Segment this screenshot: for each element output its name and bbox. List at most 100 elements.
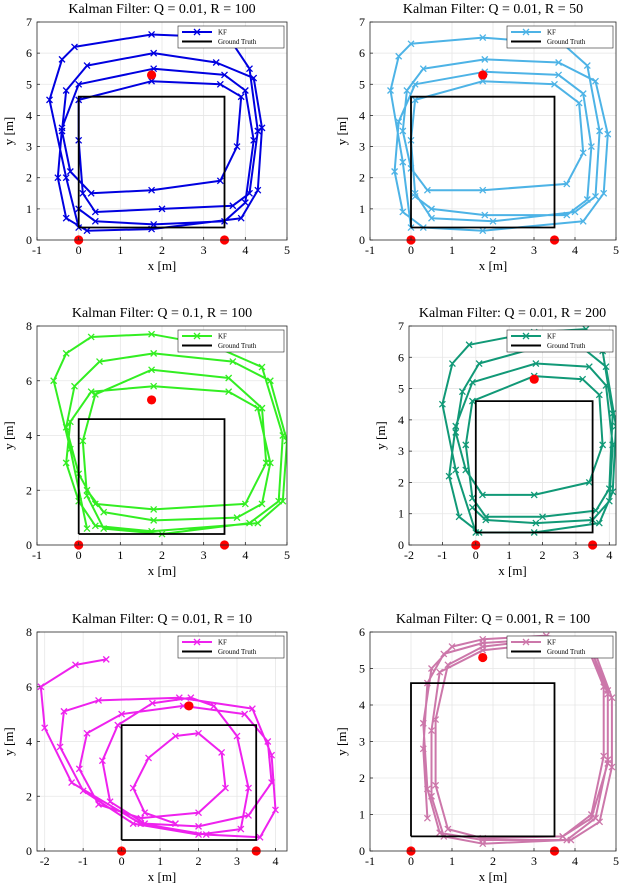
kf-point [79, 787, 87, 795]
kf-point [229, 202, 237, 210]
kf-point [489, 217, 497, 225]
kf-point [268, 779, 276, 787]
x-tick-label: 1 [449, 243, 455, 257]
y-tick-label: 0 [359, 844, 365, 858]
kf-point [114, 721, 122, 729]
kf-point [91, 500, 99, 508]
y-tick-label: 3 [359, 735, 365, 749]
kf-point [233, 143, 241, 151]
y-axis-label: y [m] [1, 727, 16, 756]
kf-point [148, 366, 156, 374]
kf-point [475, 360, 483, 368]
x-tick-label: -2 [40, 854, 50, 868]
kf-point [202, 831, 210, 839]
y-tick-label: 2 [26, 789, 32, 803]
kf-point [595, 391, 603, 399]
y-tick-label: 0 [26, 538, 32, 552]
kf-point [241, 710, 249, 718]
x-tick-label: 5 [284, 243, 290, 257]
x-tick-label: 5 [613, 854, 619, 868]
kf-point [455, 513, 463, 521]
x-tick-label: 3 [531, 243, 537, 257]
kf-point [150, 349, 158, 357]
landmark-point [184, 701, 194, 711]
legend-gt-label: Ground Truth [547, 648, 586, 656]
kf-point [599, 441, 607, 449]
x-tick-label: 2 [196, 854, 202, 868]
kf-point [225, 388, 233, 396]
kf-point [118, 710, 126, 718]
kf-point [575, 99, 583, 107]
kf-point [428, 727, 435, 735]
x-tick-label: 4 [572, 854, 578, 868]
kf-point [596, 818, 604, 826]
kf-point [423, 785, 431, 793]
kf-point [148, 330, 156, 338]
legend-gt-label: Ground Truth [547, 342, 586, 350]
x-tick-label: 2 [540, 548, 546, 562]
kf-point [478, 491, 486, 499]
kf-point [246, 189, 253, 197]
kf-point [241, 87, 249, 94]
legend-gt-label: Ground Truth [218, 648, 257, 656]
chart-title: Kalman Filter: Q = 0.001, R = 100 [396, 612, 590, 627]
kf-point [102, 655, 110, 663]
kf-point [468, 503, 476, 511]
kf-point [83, 492, 91, 500]
kf-point [448, 360, 456, 368]
kf-point [458, 388, 466, 396]
kf-point [479, 34, 487, 42]
kf-point [221, 71, 228, 79]
kf-point [462, 466, 470, 474]
kf-point [83, 227, 91, 235]
kf-point [75, 224, 83, 232]
kf-point [229, 358, 237, 366]
kf-point [212, 59, 220, 66]
legend-kf-label: KF [547, 639, 556, 647]
x-axis-label: x [m] [148, 563, 177, 578]
legend-kf-label: KF [218, 29, 227, 37]
y-tick-label: 7 [26, 15, 32, 29]
kf-point [583, 62, 591, 70]
kf-point [587, 143, 595, 151]
kf-point [563, 180, 571, 188]
kf-point [87, 189, 95, 197]
y-tick-label: 4 [398, 413, 404, 427]
y-tick-label: 2 [26, 171, 32, 185]
landmark-point [146, 395, 157, 405]
kf-point [50, 377, 58, 385]
y-tick-label: 5 [359, 662, 365, 676]
kf-point [148, 77, 156, 85]
ground-truth-line [410, 95, 556, 229]
kf-point [532, 360, 540, 368]
y-axis-label: y [m] [334, 727, 349, 756]
kf-point [72, 661, 79, 669]
y-axis-label: y [m] [1, 421, 16, 450]
kf-series-line [39, 658, 277, 839]
kf-point [62, 174, 70, 182]
kf-point [428, 214, 435, 222]
landmark-point [529, 374, 539, 384]
kf-point [254, 404, 262, 412]
y-tick-label: 1 [26, 202, 32, 216]
kf-point [481, 55, 489, 63]
kf-point [585, 363, 593, 371]
data-layer [37, 655, 279, 841]
kf-point [150, 516, 158, 524]
kf-point [604, 690, 612, 698]
kf-point [440, 650, 448, 658]
legend-kf-marker [193, 638, 201, 646]
kf-point [141, 809, 149, 817]
kf-point [609, 410, 616, 418]
x-axis-label: x [m] [479, 869, 508, 884]
x-tick-label: 4 [606, 548, 612, 562]
kf-point [579, 90, 587, 98]
y-tick-label: 3 [359, 140, 365, 154]
x-tick-label: 4 [272, 854, 278, 868]
chart-panel-5: -2 -1 0 1 2 3 4 0 2 4 6 8 x [m] y [m] Kalman Filter: Q… [1, 612, 288, 884]
